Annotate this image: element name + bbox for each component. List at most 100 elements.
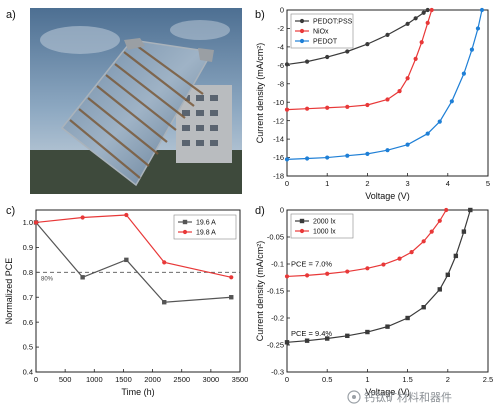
data-point <box>162 260 167 265</box>
data-point <box>405 142 410 147</box>
data-point <box>325 271 330 276</box>
data-point <box>425 7 430 13</box>
data-point <box>325 54 330 60</box>
data-point <box>385 32 390 38</box>
data-point <box>284 62 290 67</box>
x-tick-label: 3000 <box>203 375 220 384</box>
x-tick-label: 2500 <box>173 375 190 384</box>
y-tick-label: -0.3 <box>271 368 284 377</box>
y-tick-label: -12 <box>273 116 284 125</box>
legend-marker <box>182 219 188 225</box>
panel-label-b: b) <box>255 9 265 21</box>
series-line <box>286 209 447 278</box>
x-tick-label: 4 <box>446 179 450 188</box>
data-point <box>429 7 434 13</box>
legend-box <box>290 213 354 239</box>
data-point <box>405 315 410 321</box>
series-line <box>286 9 429 66</box>
y-tick-label: -4 <box>277 42 284 51</box>
chart-b-jv-curves: 0 1 2 3 4 5 0 -2 -4 -6 -8 -10 -12 -14 -16 -18 Voltage (V… <box>255 6 490 201</box>
data-point <box>325 105 330 110</box>
x-tick-label: 1000 <box>86 375 103 384</box>
data-point <box>80 275 85 280</box>
data-point <box>397 89 402 94</box>
y-tick-label: -6 <box>277 61 284 70</box>
data-point <box>305 273 310 278</box>
x-tick-label: 5 <box>486 179 490 188</box>
x-tick-label: 1.5 <box>402 375 412 384</box>
data-point <box>162 300 167 305</box>
x-axis-label: Voltage (V) <box>365 191 410 201</box>
data-point <box>397 256 402 261</box>
legend-entry: NiOx <box>313 29 329 36</box>
data-point <box>469 47 475 52</box>
data-point <box>437 218 442 223</box>
y-tick-label: 0.9 <box>23 243 33 252</box>
legend-entry: 19.8 A <box>196 230 216 237</box>
data-point <box>419 40 424 45</box>
data-point <box>345 153 350 158</box>
legend-marker <box>182 229 188 235</box>
data-point <box>429 229 434 234</box>
panel-label-d: d) <box>255 205 265 217</box>
y-tick-label: -0.25 <box>267 341 284 350</box>
pce-annotation: PCE = 7.0% <box>291 260 332 269</box>
y-tick-label: -0.1 <box>271 260 284 269</box>
x-tick-label: 1 <box>365 375 369 384</box>
data-point <box>413 16 418 21</box>
legend-entry: PEDOT <box>313 39 338 46</box>
pce-annotation: PCE = 9.4% <box>291 329 332 338</box>
y-tick-label: 0.7 <box>23 293 33 302</box>
x-tick-label: 1500 <box>115 375 132 384</box>
data-point <box>437 287 442 292</box>
data-point <box>425 20 430 26</box>
data-point <box>468 207 473 213</box>
series-line <box>286 9 433 111</box>
data-point <box>437 119 442 124</box>
data-point <box>345 49 350 54</box>
data-point <box>461 71 466 76</box>
x-axis-label: Time (h) <box>121 387 154 397</box>
series-line <box>286 9 483 160</box>
y-tick-label: -0.05 <box>267 233 284 242</box>
y-tick-label: 0 <box>280 6 284 15</box>
data-point <box>479 7 485 13</box>
x-tick-label: 0 <box>285 179 289 188</box>
legend-marker <box>299 18 305 24</box>
y-axis-label: Normalized PCE <box>4 258 14 325</box>
data-point <box>365 266 370 271</box>
data-point <box>421 305 426 310</box>
legend-entry: 2000 lx <box>313 219 336 226</box>
data-point <box>453 253 459 259</box>
data-point <box>124 257 129 263</box>
x-tick-label: 500 <box>59 375 72 384</box>
reference-line-label: 80% <box>41 276 54 282</box>
x-tick-label: 1 <box>325 179 329 188</box>
data-point <box>284 274 290 279</box>
data-point <box>325 336 330 341</box>
watermark-text: 钙钛矿材料和器件 <box>364 390 452 404</box>
y-tick-label: -0.2 <box>271 314 284 323</box>
data-point <box>421 10 426 15</box>
chart-d-indoor-jv: 0 0.5 1 1.5 2 2.5 0 -0.05 -0.1 -0.15 -0.2 -0.25 -0.3… <box>255 206 493 397</box>
chart-c-stability: 0 500 1000 1500 2000 2500 3000 3500 0.4 0.5 0.6 0.7… <box>4 209 249 397</box>
y-tick-label: 0 <box>280 206 284 215</box>
x-tick-label: 3500 <box>232 375 249 384</box>
legend-marker <box>299 228 305 234</box>
data-point <box>413 56 418 61</box>
plot-frame <box>35 209 241 373</box>
legend-entry: 19.6 A <box>196 220 216 227</box>
x-tick-label: 2 <box>446 375 450 384</box>
data-point <box>365 151 370 156</box>
data-point <box>284 157 290 162</box>
x-axis-label: Voltage (V) <box>365 387 410 397</box>
data-point <box>80 215 85 220</box>
x-tick-label: 3 <box>406 179 410 188</box>
legend-marker <box>299 218 305 224</box>
y-tick-label: -16 <box>273 153 284 162</box>
y-tick-label: -18 <box>273 172 284 181</box>
data-point <box>365 102 370 108</box>
data-point <box>385 148 390 153</box>
data-point <box>461 229 467 234</box>
data-point <box>345 333 350 339</box>
